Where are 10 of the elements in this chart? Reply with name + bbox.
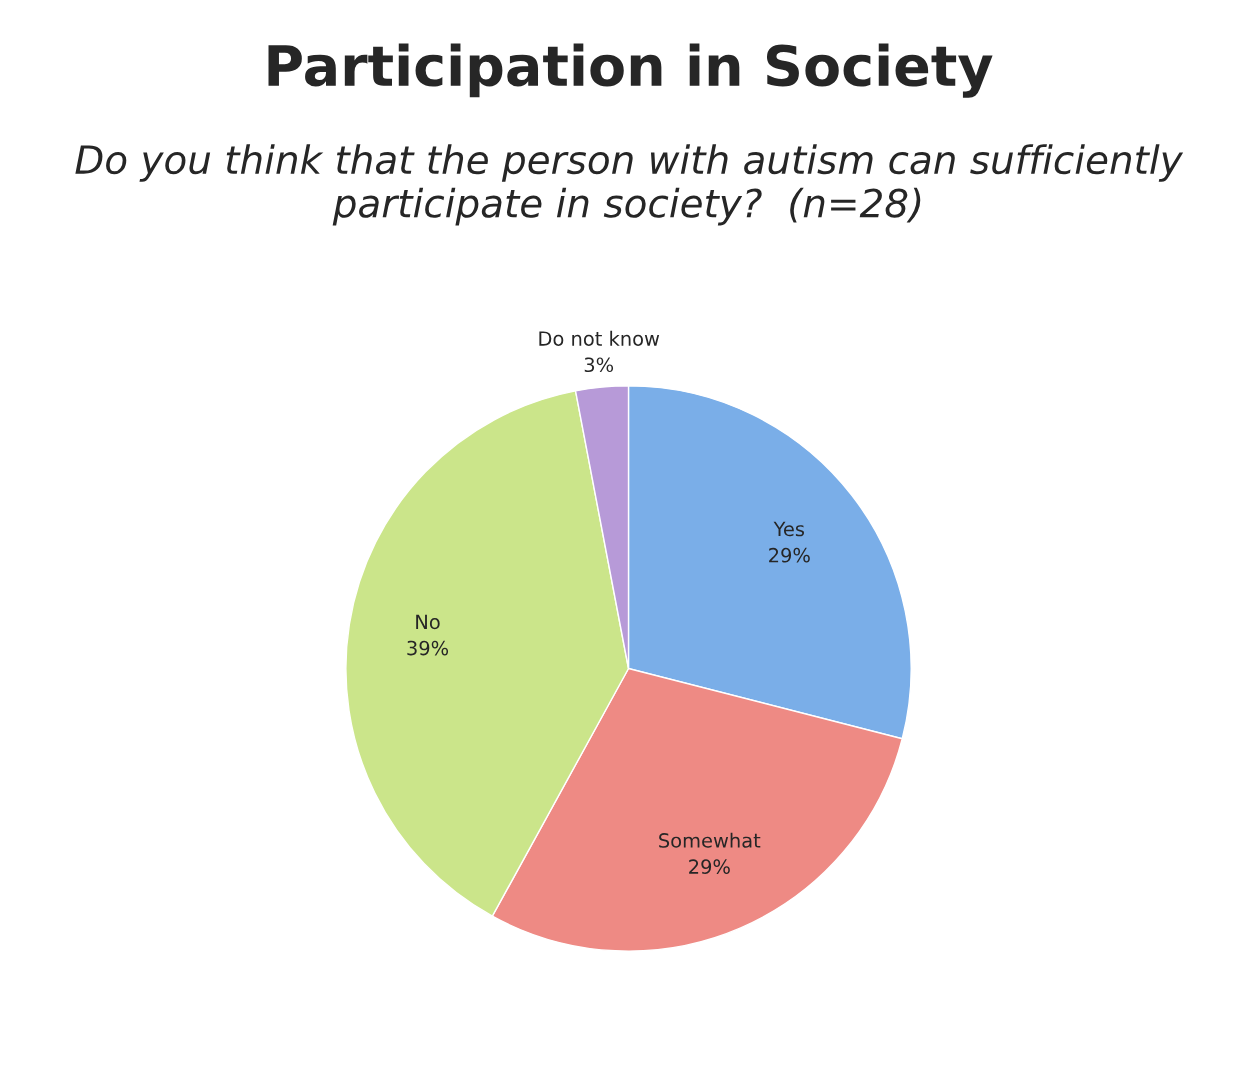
slice-label: Yes — [773, 521, 805, 537]
data-label: 29% — [769, 547, 810, 563]
data-label: 3% — [584, 357, 614, 373]
slice-label: Do not know — [539, 330, 660, 346]
slice-label: Somewhat — [659, 832, 761, 848]
data-label: 39% — [407, 640, 449, 656]
chart-title: Participation in Society — [268, 43, 993, 98]
chart-subtitle: Do you think that the person with autism can sufficiently participate in society? (n=28) — [75, 144, 1184, 226]
data-label: 29% — [689, 859, 730, 874]
slice-label: No — [416, 614, 440, 630]
